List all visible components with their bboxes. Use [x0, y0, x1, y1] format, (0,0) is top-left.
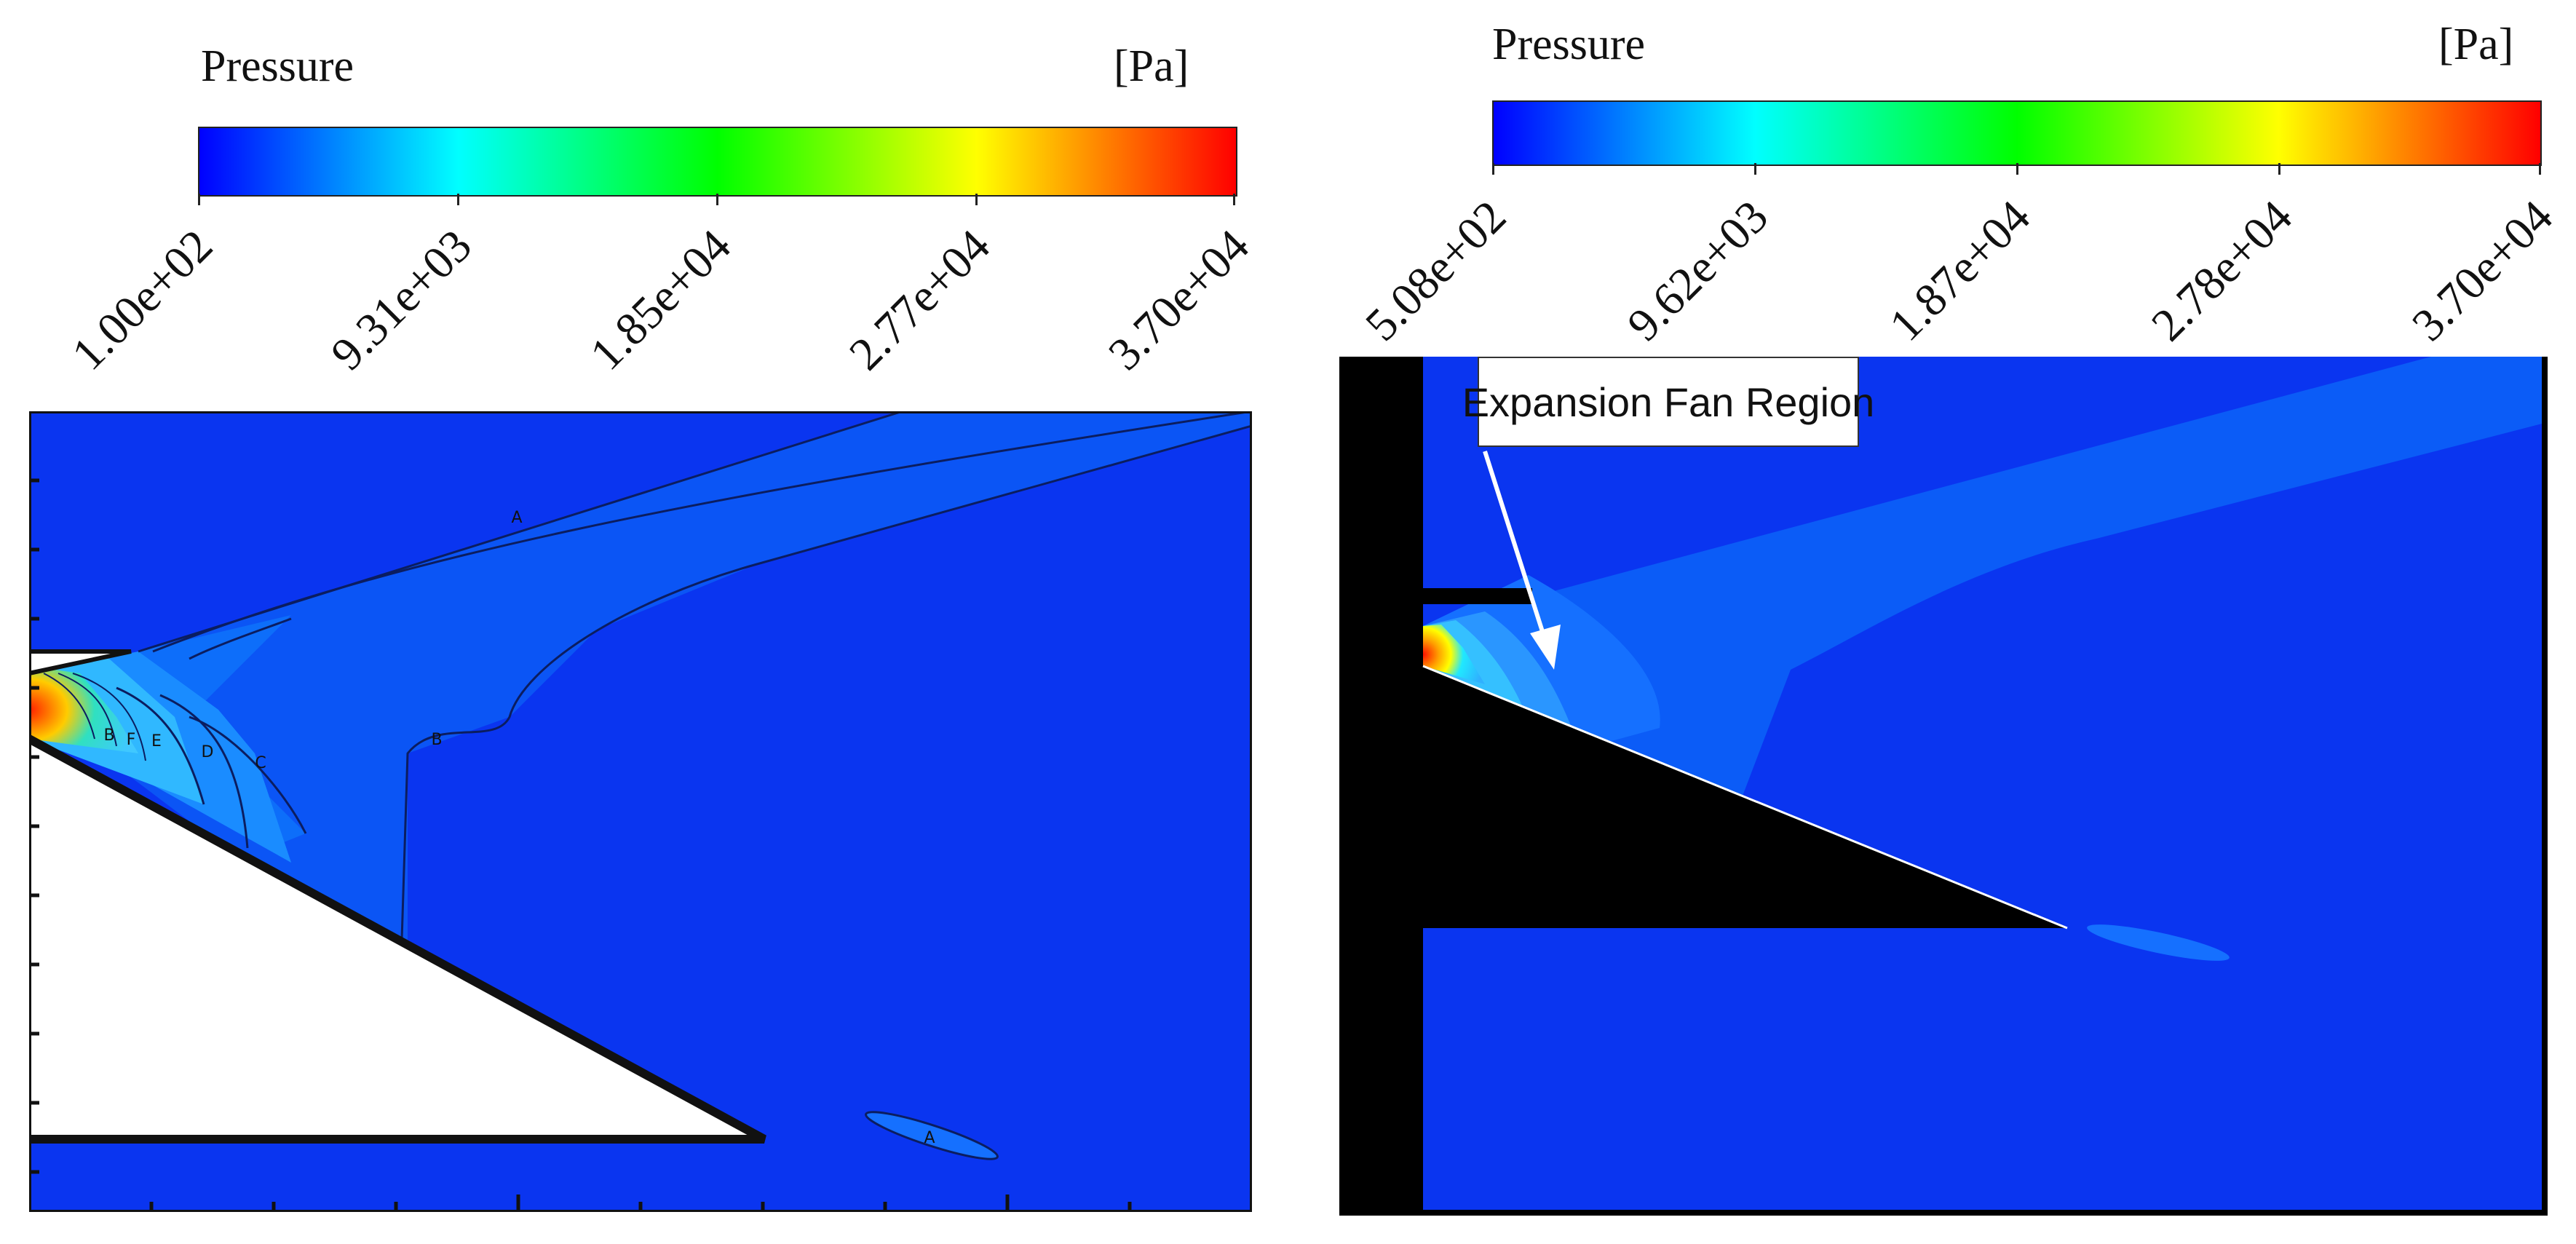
contour-island — [2087, 924, 2230, 961]
contour-label: B — [431, 731, 442, 749]
colorbar-tick-label: 9.31e+03 — [320, 219, 481, 380]
contour-line — [72, 673, 146, 761]
contour-line — [43, 673, 95, 740]
contour-plot-right — [1339, 357, 2548, 1216]
colorbar-tick — [1754, 163, 1756, 175]
colorbar-tick-label: 1.85e+04 — [579, 219, 740, 380]
plume-band — [1423, 357, 2548, 823]
colorbar-tick — [457, 194, 459, 205]
callout-arrow — [1483, 451, 1547, 641]
colorbar-tick-label: 3.70e+04 — [2401, 190, 2562, 351]
colorbar — [1492, 100, 2542, 166]
colorbar-unit: [Pa] — [1114, 41, 1189, 91]
right-panel: Pressure [Pa] 5.08e+02 9.62e+03 1.87e+04… — [1310, 0, 2576, 1244]
colorbar-tick-label: 9.62e+03 — [1617, 190, 1778, 351]
contour-line — [152, 411, 1252, 653]
colorbar-tick-label: 1.00e+02 — [61, 219, 222, 380]
colorbar-tick-label: 1.87e+04 — [1879, 190, 2040, 351]
upper-lip — [1423, 588, 1532, 604]
contour-line — [189, 617, 307, 834]
colorbar-tick-label: 2.78e+04 — [2141, 190, 2302, 351]
contour-label: B — [103, 726, 114, 745]
upper-lip — [1339, 588, 1423, 604]
contour-label: E — [151, 732, 162, 750]
hot-region — [1423, 625, 1485, 684]
contour-label: D — [202, 743, 214, 761]
axis-ticks — [29, 478, 1132, 1212]
colorbar-tick — [2278, 163, 2280, 175]
colorbar-tick — [975, 194, 978, 205]
colorbar-title: Pressure — [1492, 20, 1646, 69]
annotation-label: Expansion Fan Region — [1462, 379, 1875, 425]
upper-wall — [29, 649, 132, 676]
colorbar-title: Pressure — [201, 41, 354, 91]
colorbar-tick — [2539, 163, 2541, 175]
contour-plot-left: B F E D C B A A — [29, 411, 1252, 1212]
ramp-edge — [29, 734, 766, 1144]
contour-line — [58, 673, 117, 747]
colorbar-tick-label: 2.77e+04 — [839, 219, 999, 380]
contour-label: A — [924, 1129, 935, 1147]
colorbar — [198, 127, 1237, 197]
colorbar-tick — [1233, 194, 1235, 205]
contour-label: C — [255, 754, 266, 772]
bottom-border — [1339, 1210, 2548, 1216]
plume-band — [109, 411, 1252, 986]
contour-line — [116, 686, 205, 805]
contour-line — [399, 424, 1252, 987]
contour-line — [159, 694, 249, 849]
colorbar-unit: [Pa] — [2438, 20, 2514, 69]
annotation-box: Expansion Fan Region — [1462, 357, 1874, 447]
solid-wall — [1339, 357, 1423, 1216]
contour-island — [865, 1111, 999, 1160]
contour-label: A — [511, 509, 522, 527]
colorbar-tick-label: 3.70e+04 — [1098, 219, 1259, 380]
colorbar-tick-label: 5.08e+02 — [1355, 190, 1515, 351]
contour-label: F — [127, 731, 136, 749]
arrow-head — [1530, 625, 1561, 670]
colorbar-tick — [2016, 163, 2018, 175]
colorbar-tick — [1492, 163, 1494, 175]
ramp-edge — [1422, 665, 2068, 930]
colorbar-tick — [198, 194, 200, 205]
left-panel: Pressure [Pa] 1.00e+02 9.31e+03 1.85e+04… — [0, 0, 1281, 1244]
right-border — [2542, 357, 2548, 1216]
colorbar-tick — [716, 194, 718, 205]
